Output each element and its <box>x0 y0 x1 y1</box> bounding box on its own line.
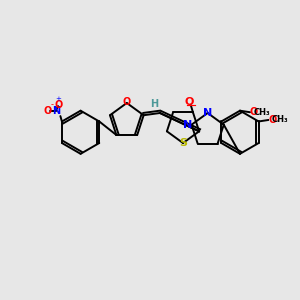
Text: -: - <box>50 100 53 109</box>
Text: N: N <box>203 108 212 118</box>
Text: S: S <box>179 138 187 148</box>
Text: O: O <box>268 115 277 125</box>
Text: O: O <box>184 97 194 106</box>
Text: CH₃: CH₃ <box>253 108 270 117</box>
Text: H: H <box>150 99 158 109</box>
Text: N: N <box>183 120 192 130</box>
Text: O: O <box>250 107 258 117</box>
Text: CH₃: CH₃ <box>272 116 289 124</box>
Text: O: O <box>55 100 63 110</box>
Text: O: O <box>123 97 131 107</box>
Text: O: O <box>44 106 52 116</box>
Text: N: N <box>52 106 60 116</box>
Text: +: + <box>55 96 61 102</box>
